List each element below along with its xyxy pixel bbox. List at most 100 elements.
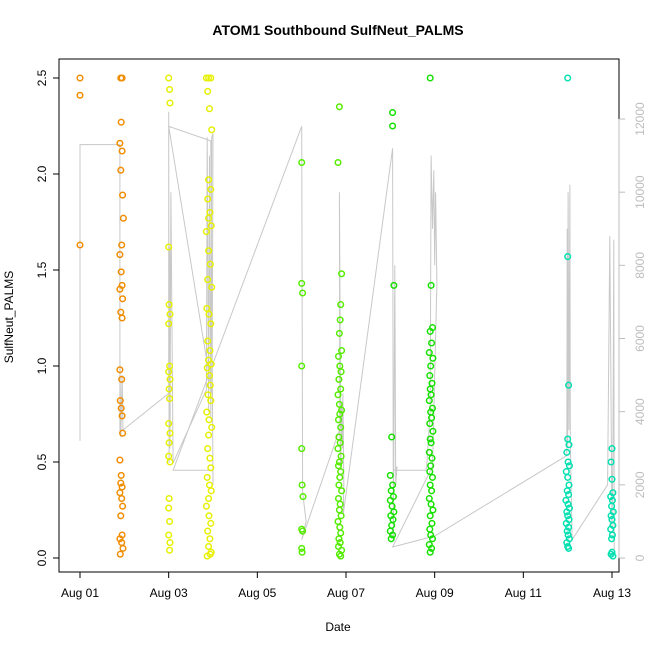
data-point: [337, 368, 345, 376]
data-point: [165, 439, 173, 447]
series-0: [76, 74, 127, 558]
data-point: [428, 487, 436, 495]
data-point: [298, 362, 306, 370]
data-point: [298, 481, 306, 489]
data-point: [204, 391, 212, 399]
y-tick-label: 2.0: [35, 165, 49, 182]
data-point: [117, 118, 125, 126]
data-point: [207, 519, 215, 527]
data-point: [608, 535, 616, 543]
data-point: [334, 462, 343, 470]
data-point: [205, 512, 213, 520]
data-point: [337, 385, 345, 393]
data-point: [607, 512, 615, 520]
data-point: [207, 360, 215, 368]
data-point: [428, 519, 436, 527]
data-point: [335, 103, 343, 111]
data-point: [203, 408, 211, 416]
data-point: [118, 412, 126, 420]
data-point: [428, 454, 436, 462]
data-point: [563, 487, 571, 495]
data-point: [166, 546, 174, 554]
data-point: [165, 74, 173, 82]
data-point: [428, 544, 436, 552]
data-point: [390, 281, 398, 289]
data-point: [338, 406, 346, 414]
x-tick-label: Aug 05: [238, 586, 276, 600]
data-point: [117, 471, 125, 479]
data-point: [116, 366, 124, 374]
data-point: [118, 241, 126, 249]
data-point: [299, 289, 307, 297]
data-point: [119, 214, 127, 222]
data-point: [206, 381, 214, 389]
data-point: [335, 400, 343, 408]
data-point: [565, 441, 573, 449]
data-point: [165, 320, 173, 328]
data-point: [336, 316, 344, 324]
data-point: [116, 397, 124, 405]
data-point: [335, 481, 343, 489]
data-point: [338, 487, 346, 495]
data-point: [428, 473, 437, 481]
series-1: [165, 74, 216, 560]
data-point: [76, 241, 84, 249]
data-point: [564, 253, 572, 261]
data-point: [563, 527, 571, 535]
data-point: [166, 375, 174, 383]
data-point: [338, 347, 346, 355]
series-3: [386, 74, 437, 556]
data-point: [118, 483, 126, 491]
y2-tick-label: 0: [633, 554, 647, 561]
data-point: [119, 502, 127, 510]
data-point: [205, 247, 213, 255]
x-tick-label: Aug 09: [416, 586, 454, 600]
data-point: [206, 535, 214, 543]
data-point: [118, 314, 126, 322]
data-point: [607, 550, 615, 558]
data-point: [165, 301, 173, 309]
data-point: [426, 372, 434, 380]
data-point: [205, 105, 214, 113]
data-point: [165, 368, 173, 376]
data-point: [166, 310, 174, 318]
data-point: [118, 74, 126, 82]
data-point: [118, 531, 126, 539]
x-tick-label: Aug 11: [505, 586, 542, 600]
x-axis-label: Date: [325, 620, 351, 634]
data-point: [117, 268, 125, 276]
data-point: [117, 404, 125, 412]
y2-tick-label: 8000: [633, 252, 647, 279]
data-point: [335, 458, 343, 466]
data-points-group: [76, 74, 617, 560]
data-point: [208, 126, 216, 134]
data-point: [204, 527, 212, 535]
data-point: [426, 420, 434, 428]
data-point: [335, 535, 343, 543]
data-point: [207, 487, 215, 495]
data-point: [205, 214, 213, 222]
data-point: [116, 285, 124, 293]
data-point: [166, 429, 174, 437]
data-point: [426, 435, 434, 443]
data-point: [166, 458, 174, 466]
data-point: [608, 531, 616, 539]
data-point: [336, 439, 344, 447]
data-point: [389, 109, 397, 117]
data-point: [389, 122, 397, 130]
data-point: [426, 74, 434, 82]
x-tick-label: Aug 07: [327, 586, 365, 600]
data-point: [426, 327, 434, 335]
data-point: [208, 283, 216, 291]
y2-tick-label: 10000: [633, 175, 647, 209]
data-point: [202, 74, 210, 82]
data-point: [205, 494, 213, 503]
data-point: [165, 243, 173, 251]
data-point: [206, 550, 214, 558]
data-point: [334, 158, 342, 167]
data-point: [208, 423, 216, 431]
y2-tick-label: 2000: [633, 471, 647, 498]
data-point: [607, 493, 615, 501]
data-point: [207, 185, 215, 193]
